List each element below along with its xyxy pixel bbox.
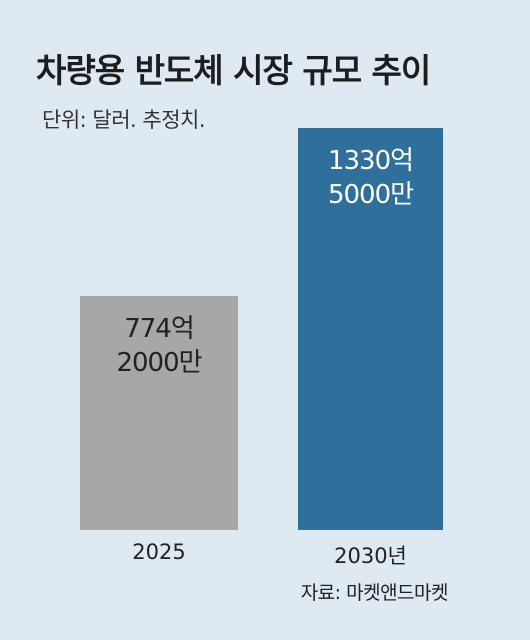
chart-subtitle: 단위: 달러. 추정치. <box>42 108 206 132</box>
bar <box>80 296 238 530</box>
source-note: 자료: 마켓앤드마켓 <box>300 582 449 604</box>
x-tick-label: 2025 <box>132 540 186 564</box>
chart-title: 차량용 반도체 시장 규모 추이 <box>36 51 431 90</box>
bar <box>298 128 443 530</box>
value-label: 774억 2000만 <box>116 314 202 379</box>
value-label: 1330억 5000만 <box>327 146 414 210</box>
x-tick-label: 2030년 <box>334 544 407 568</box>
